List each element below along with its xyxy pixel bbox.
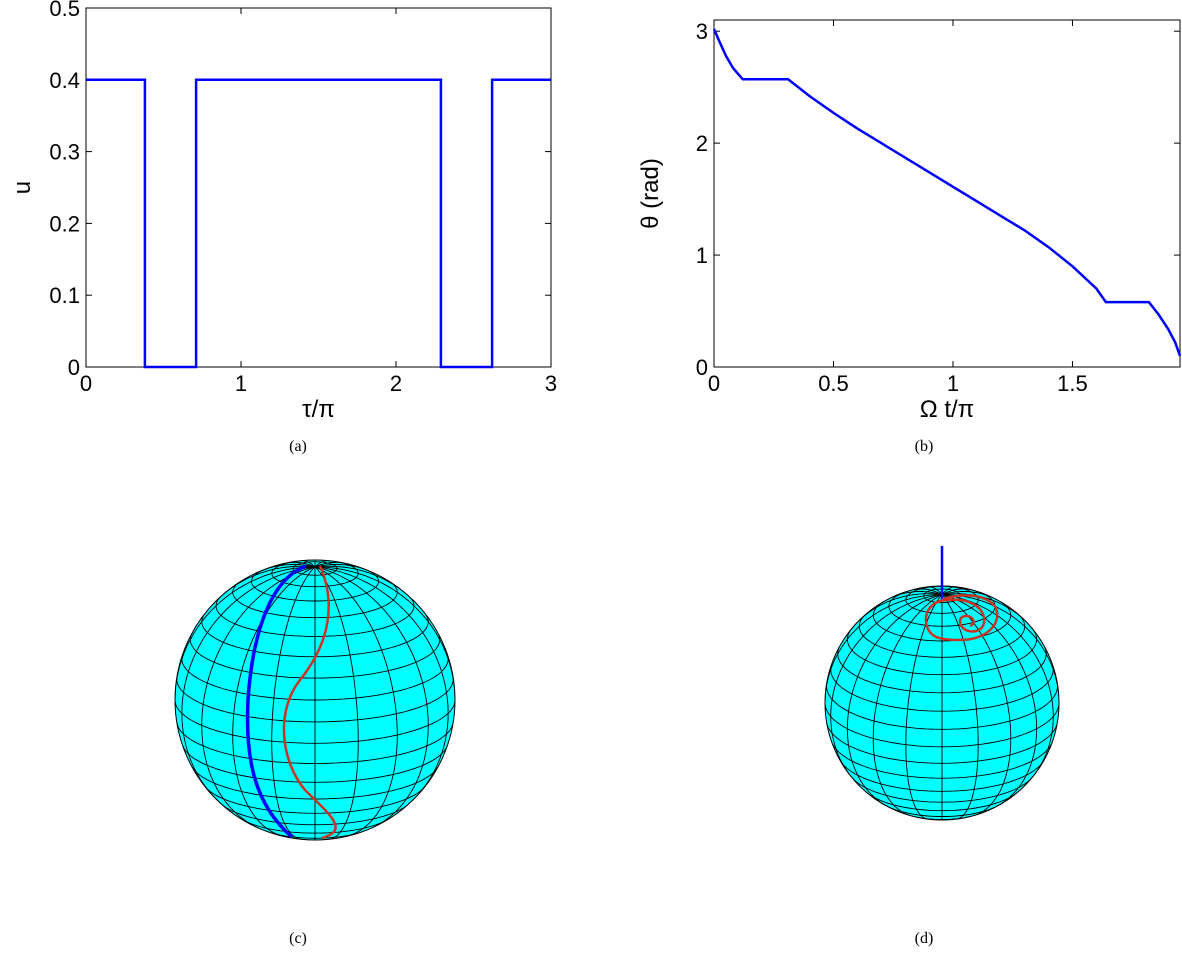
meridian-line (232, 566, 316, 838)
sphere-c (174, 559, 456, 841)
trajectory-red-spiral (924, 594, 999, 642)
parallel-line (907, 814, 977, 820)
parallel-line (271, 560, 359, 588)
parallel-line (825, 704, 1059, 748)
meridian-line (215, 565, 316, 602)
parallel-line (837, 646, 1047, 694)
parallel-line (846, 628, 1038, 676)
parallel-line (851, 777, 1033, 803)
meridian-line (314, 566, 398, 838)
caption-c: (c) (289, 930, 307, 947)
x-tick-label: 1 (235, 371, 247, 396)
panel-c: (c) (174, 559, 456, 947)
y-axis-label: θ (rad) (637, 158, 664, 229)
meridian-line (314, 566, 455, 708)
meridian-line (846, 594, 943, 809)
parallel-line (204, 786, 426, 814)
series-line (712, 28, 1182, 357)
parallel-line (826, 684, 1058, 730)
x-tick-label: 0 (708, 371, 720, 396)
parallel-line (175, 701, 455, 744)
y-tick-label: 0.1 (49, 283, 80, 308)
parallel-line (182, 745, 448, 783)
meridian-line (314, 566, 449, 804)
meridian-line (872, 594, 943, 817)
plot-b: 0 0.5 1 1.5 0 1 2 3 Ω t/π θ (rad) (637, 19, 1182, 423)
y-tick-label: 0.5 (49, 0, 80, 21)
parallel-line (840, 761, 1044, 792)
x-tick-label: 0.5 (818, 371, 849, 396)
sphere-d (824, 585, 1060, 821)
parallel-line (830, 665, 1054, 712)
parallel-line (201, 613, 429, 658)
meridian-line (825, 594, 943, 709)
meridian-line (181, 566, 316, 804)
meridian-line (201, 566, 316, 829)
meridian-line (941, 594, 979, 820)
caption-b: (b) (915, 438, 934, 455)
parallel-line (884, 804, 1000, 817)
parallel-line (865, 790, 1019, 812)
x-axis-label: Ω t/π (920, 396, 975, 423)
meridian-line (175, 566, 316, 708)
y-tick-label: 0 (68, 355, 80, 380)
x-tick-label: 2 (390, 371, 402, 396)
parallel-line (181, 654, 449, 701)
trajectory-blue-path (245, 564, 307, 839)
meridian-line (314, 566, 429, 829)
panel-d: (d) (824, 546, 1060, 947)
meridian-line (941, 594, 1012, 817)
caption-d: (d) (915, 930, 934, 947)
parallel-line (189, 632, 441, 679)
meridian-line (941, 588, 974, 595)
parallel-line (191, 766, 439, 800)
y-axis-label: u (9, 181, 36, 194)
axes-box (713, 19, 1181, 368)
meridian-line (314, 565, 415, 602)
axes-box (85, 7, 552, 368)
y-tick-label: 1 (696, 243, 708, 268)
parallel-line (888, 589, 996, 627)
parallel-line (240, 818, 390, 834)
parallel-line (858, 614, 1026, 658)
parallel-line (232, 580, 398, 619)
y-tick-label: 0 (696, 355, 708, 380)
plot-a: 0 1 2 3 0 0.1 0.2 0.3 0.4 0.5 τ/π u (9, 0, 557, 423)
y-tick-label: 0.4 (49, 68, 80, 93)
caption-a: (a) (289, 438, 307, 455)
x-axis-label: τ/π (302, 396, 335, 423)
parallel-line (176, 722, 454, 765)
parallel-line (832, 743, 1052, 779)
panel-b: 0 0.5 1 1.5 0 1 2 3 Ω t/π θ (rad) (b) (637, 19, 1182, 455)
x-tick-label: 1.5 (1057, 371, 1088, 396)
x-tick-label: 0 (80, 371, 92, 396)
x-tick-label: 3 (545, 371, 557, 396)
y-tick-label: 2 (696, 131, 708, 156)
meridian-line (941, 594, 1059, 709)
meridian-line (910, 588, 943, 595)
parallel-line (826, 724, 1058, 764)
meridian-line (941, 594, 1038, 809)
series-line (86, 78, 551, 369)
parallel-line (215, 596, 415, 637)
sphere-mesh (175, 560, 455, 840)
parallel-line (176, 677, 454, 723)
parallel-line (251, 567, 379, 602)
trajectory-red-path (282, 565, 337, 840)
x-tick-label: 1 (947, 371, 959, 396)
y-tick-label: 0.2 (49, 211, 80, 236)
y-tick-label: 0.3 (49, 140, 80, 165)
y-tick-label: 3 (696, 19, 708, 44)
panel-a: 0 1 2 3 0 0.1 0.2 0.3 0.4 0.5 τ/π u (a) (9, 0, 557, 455)
